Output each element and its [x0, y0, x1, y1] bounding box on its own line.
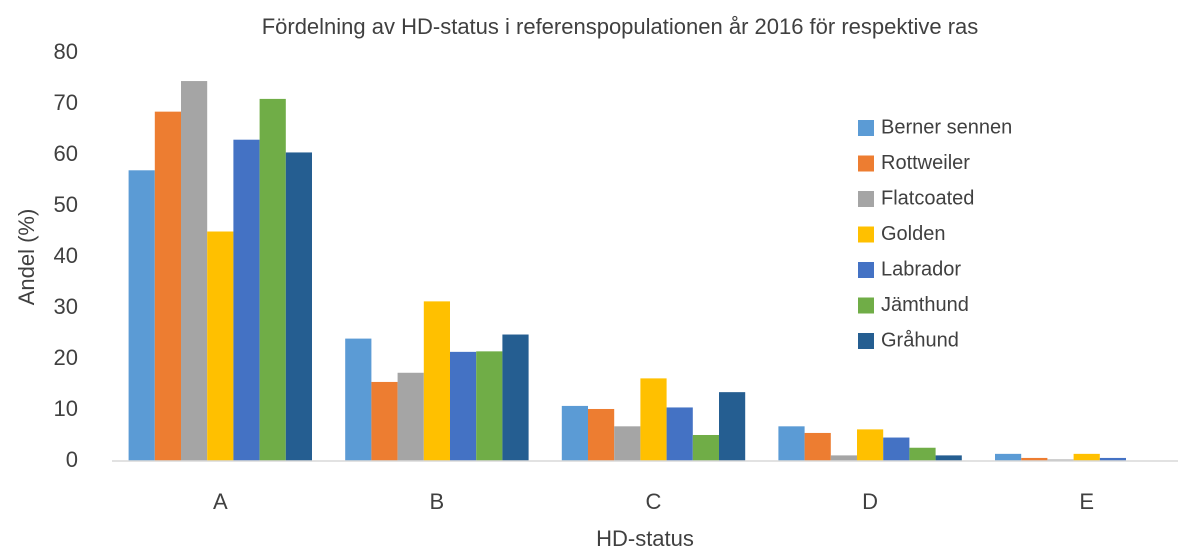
bar	[1021, 457, 1048, 461]
bar	[995, 453, 1022, 461]
y-tick-label: 20	[54, 345, 78, 370]
x-tick-label: B	[430, 489, 445, 514]
y-tick-label: 50	[54, 192, 78, 217]
bar	[1047, 459, 1074, 461]
legend-swatch	[858, 262, 874, 278]
bar	[804, 432, 831, 461]
bar	[561, 405, 588, 461]
bar	[692, 434, 719, 461]
legend-swatch	[858, 297, 874, 314]
x-tick-label: C	[646, 489, 662, 514]
x-tick-label: D	[862, 489, 878, 514]
legend-label: Flatcoated	[881, 187, 974, 209]
bar	[397, 372, 424, 461]
bar	[719, 392, 746, 461]
legend-swatch	[858, 120, 874, 136]
y-tick-label: 60	[54, 141, 78, 166]
y-axis-label: Andel (%)	[14, 209, 39, 306]
bar	[666, 407, 693, 461]
bar	[857, 429, 884, 461]
bar	[502, 334, 529, 461]
bar	[778, 426, 805, 461]
bar	[207, 231, 234, 461]
bar	[830, 455, 857, 461]
bar	[1073, 453, 1100, 461]
legend-swatch	[858, 226, 874, 243]
legend-label: Jämthund	[881, 294, 969, 316]
legend-label: Labrador	[881, 258, 961, 280]
bar	[640, 378, 667, 461]
x-tick-label: E	[1079, 489, 1094, 514]
y-tick-label: 70	[54, 90, 78, 115]
bar	[883, 437, 910, 461]
chart-title: Fördelning av HD-status i referenspopula…	[262, 14, 979, 39]
bar	[233, 139, 260, 461]
bar	[154, 111, 181, 462]
bar	[909, 447, 936, 461]
bar	[588, 408, 615, 461]
bar	[128, 170, 155, 462]
bar	[345, 338, 372, 461]
y-tick-label: 10	[54, 396, 78, 421]
bar	[935, 455, 962, 461]
bar	[423, 301, 450, 461]
bar	[285, 152, 312, 461]
y-tick-label: 30	[54, 294, 78, 319]
legend-label: Gråhund	[881, 329, 959, 351]
bar	[181, 81, 208, 462]
legend-swatch	[858, 155, 874, 172]
legend-label: Rottweiler	[881, 152, 970, 174]
bar	[371, 381, 398, 461]
legend-label: Golden	[881, 223, 946, 245]
legend-swatch	[858, 191, 874, 207]
legend-label: Berner sennen	[881, 116, 1012, 138]
x-axis-label: HD-status	[596, 526, 694, 550]
bar	[450, 351, 477, 461]
y-tick-label: 80	[54, 39, 78, 64]
y-tick-label: 40	[54, 243, 78, 268]
bar	[1099, 457, 1126, 461]
x-tick-label: A	[213, 489, 228, 514]
bar	[476, 351, 503, 461]
legend-swatch	[858, 333, 874, 349]
bar	[259, 98, 286, 462]
y-tick-label: 0	[66, 447, 78, 472]
bar	[614, 426, 641, 461]
